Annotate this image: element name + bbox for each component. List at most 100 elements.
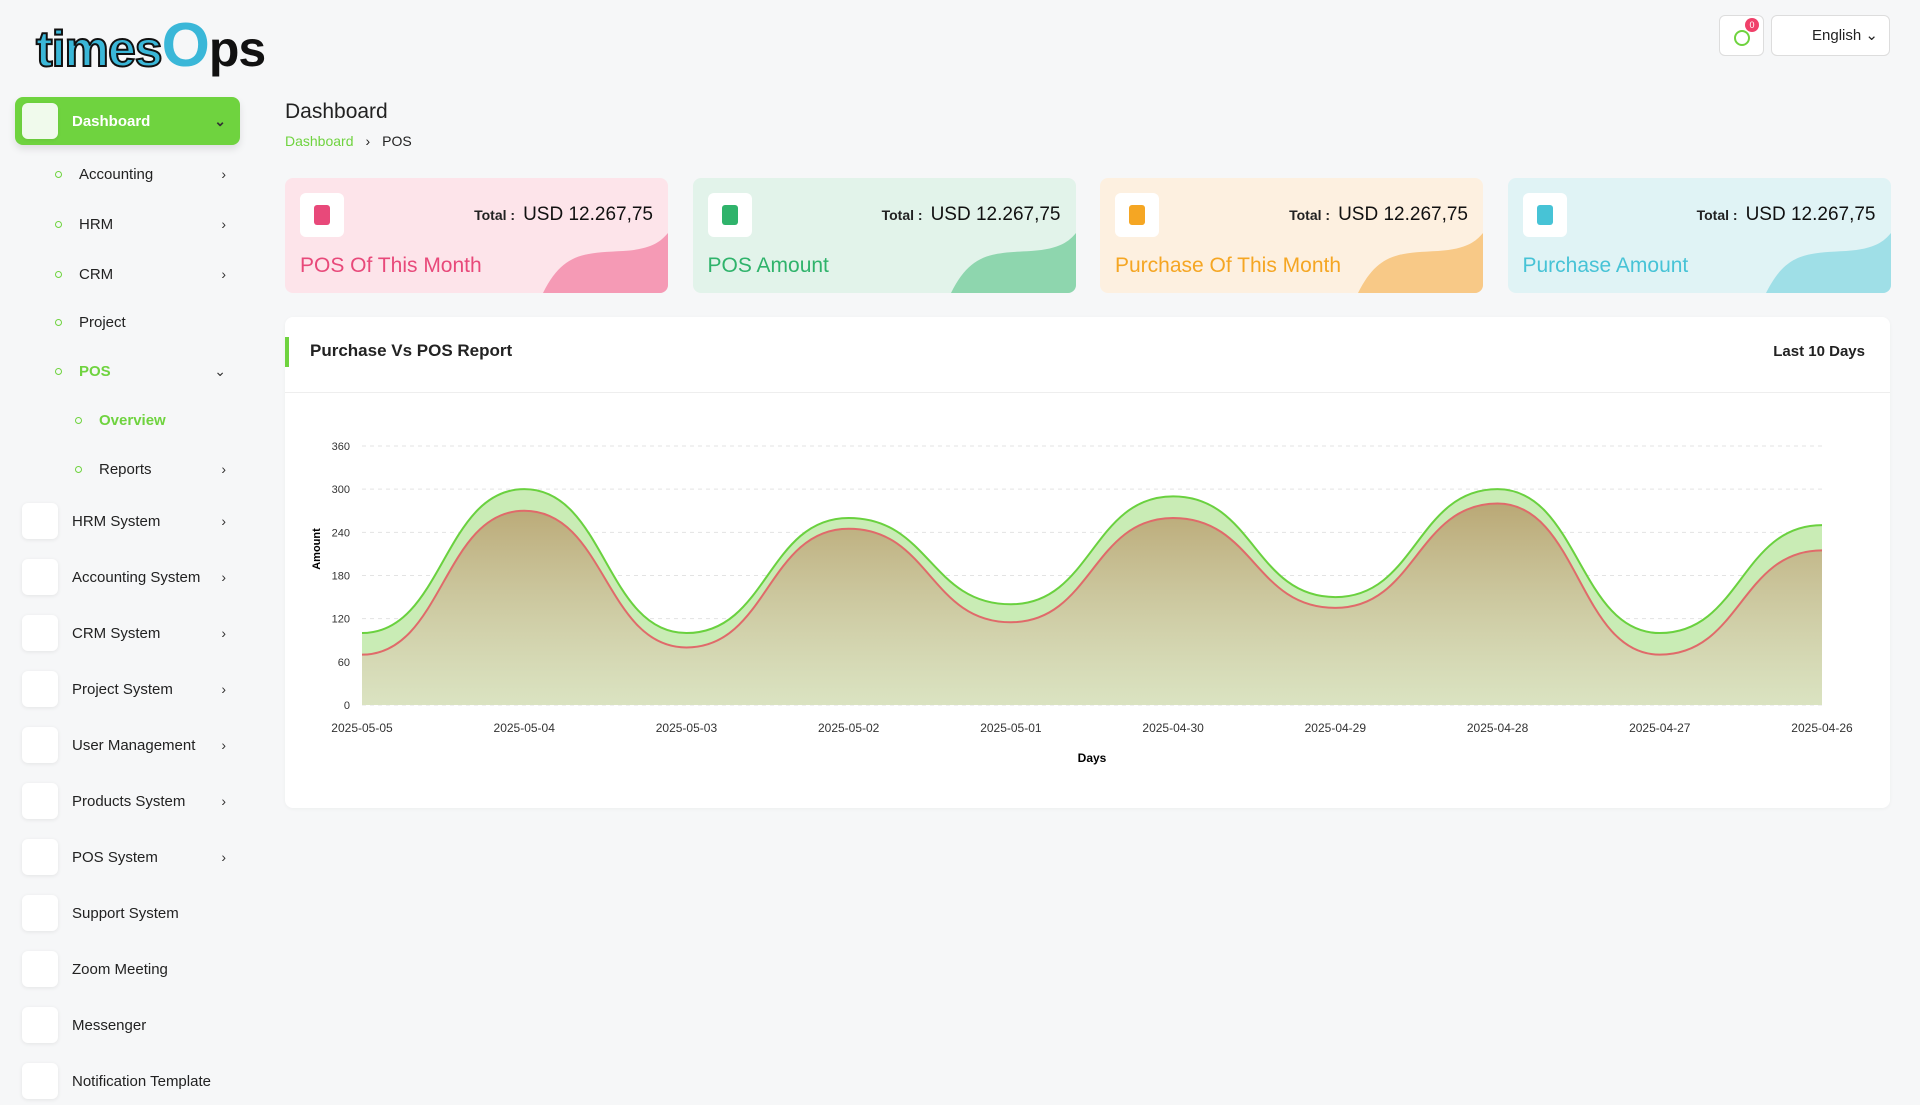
nav-icon (22, 895, 58, 931)
y-tick-label: 300 (332, 484, 350, 496)
chart: 0 60 120 180 240 300 360 2025-05-05 2025-05-04 20… (311, 441, 1853, 765)
nav-label: Notification Template (72, 1072, 211, 1090)
nav-icon (22, 103, 58, 139)
report-title: Purchase Vs POS Report (310, 341, 513, 360)
nav-icon (22, 1063, 58, 1099)
nav-item[interactable]: Messenger (15, 1001, 240, 1049)
logo[interactable]: timesOps (35, 10, 266, 81)
chevron: › (221, 625, 226, 641)
nav-icon (22, 503, 58, 539)
nav-item[interactable]: CRM › (15, 250, 240, 298)
y-tick-label: 360 (332, 441, 350, 453)
language-select[interactable]: English ⌄ (1771, 15, 1890, 56)
nav-item[interactable]: Notification Template (15, 1057, 240, 1105)
nav-item[interactable]: Accounting System › (15, 553, 240, 601)
nav-icon (22, 559, 58, 595)
chevron: › (221, 266, 226, 282)
card-wave (950, 233, 1076, 293)
total-value: USD 12.267,75 (930, 204, 1061, 225)
nav-item[interactable]: Project System › (15, 665, 240, 713)
notification-badge: 0 (1745, 18, 1759, 32)
card-icon (707, 193, 752, 237)
chevron: ⌄ (214, 362, 226, 379)
x-tick-label: 2025-04-26 (1791, 721, 1853, 735)
breadcrumb-link[interactable]: Dashboard (285, 133, 354, 149)
nav-label: HRM System (72, 512, 161, 530)
chevron: › (221, 216, 226, 232)
nav-label: HRM (79, 215, 114, 233)
language: English (1812, 27, 1862, 44)
stat-card: Total : USD 12.267,75 POS Amount (692, 178, 1076, 293)
nav-label: Accounting (79, 165, 154, 183)
card-total: Total : USD 12.267,75 (882, 204, 1061, 226)
nav-item[interactable]: User Management › (15, 721, 240, 769)
notification-button[interactable]: 0 (1719, 15, 1764, 56)
card-icon (1522, 193, 1567, 237)
nav-item[interactable]: Dashboard ⌄ (15, 97, 240, 145)
nav-dot (75, 465, 82, 473)
chevron: › (221, 461, 226, 477)
card-icon (1115, 193, 1159, 237)
total-label: Total : (1696, 207, 1738, 223)
y-tick-label: 60 (338, 657, 350, 669)
nav-dot (55, 318, 62, 326)
page-title: Dashboard (285, 100, 388, 123)
nav-item[interactable]: Reports › (15, 445, 240, 493)
page: timesOps 0 English ⌄ Dashboard ⌄ Accountin… (15, 10, 1891, 1090)
chevron: › (221, 569, 226, 585)
nav-label: Project System (72, 680, 173, 698)
nav-item[interactable]: Products System › (15, 777, 240, 825)
card-title: Purchase Of This Month (1115, 254, 1342, 277)
series-line (361, 502, 1823, 656)
breadcrumb-current: POS (382, 133, 412, 149)
logo-text: times (35, 20, 164, 78)
nav-icon (22, 671, 58, 707)
x-tick-label: 2025-05-01 (980, 721, 1042, 735)
nav-item[interactable]: Project (15, 298, 240, 346)
stat-card: Total : USD 12.267,75 Purchase Amount (1507, 178, 1891, 293)
nav-item[interactable]: Zoom Meeting (15, 945, 240, 993)
total-value: USD 12.267,75 (1338, 204, 1468, 225)
card-wave (1765, 233, 1891, 293)
nav-item[interactable]: Overview (15, 396, 240, 444)
card-title: POS Amount (707, 254, 829, 277)
card-total: Total : USD 12.267,75 (1289, 204, 1468, 226)
nav-item[interactable]: CRM System › (15, 609, 240, 657)
chevron: › (221, 793, 226, 809)
nav-item[interactable]: HRM System › (15, 497, 240, 545)
chevron: › (221, 681, 226, 697)
card-total: Total : USD 12.267,75 (474, 204, 653, 226)
series-line (361, 488, 1823, 635)
nav-item[interactable]: POS System › (15, 833, 240, 881)
card-title: POS Of This Month (300, 254, 482, 277)
period-select[interactable]: Last 10 Days (1773, 343, 1865, 360)
stat-card: Total : USD 12.267,75 Purchase Of This Mon… (1100, 178, 1483, 293)
nav-icon (22, 839, 58, 875)
breadcrumb: Dashboard › POS (285, 133, 412, 149)
chevron: › (221, 849, 226, 865)
nav-item[interactable]: HRM › (15, 200, 240, 248)
divider (285, 392, 1890, 393)
x-tick-label: 2025-04-30 (1142, 721, 1204, 735)
nav-dot (55, 170, 62, 178)
nav-dot (55, 270, 62, 278)
nav-item[interactable]: POS ⌄ (15, 347, 240, 395)
y-tick-label: 240 (332, 527, 350, 539)
x-tick-label: 2025-04-27 (1629, 721, 1691, 735)
card-icon (300, 193, 344, 237)
x-tick-label: 2025-05-02 (818, 721, 880, 735)
card-wave (543, 233, 668, 293)
logo-text: ps (208, 21, 266, 77)
nav-label: Overview (99, 411, 166, 429)
nav-dot (55, 220, 62, 228)
nav-label: User Management (72, 736, 196, 754)
total-value: USD 12.267,75 (523, 204, 653, 225)
nav-item[interactable]: Accounting › (15, 150, 240, 198)
x-tick-label: 2025-04-29 (1305, 721, 1367, 735)
nav-icon (22, 1007, 58, 1043)
nav-label: Products System (72, 792, 186, 810)
nav-item[interactable]: Support System (15, 889, 240, 937)
nav-dot (75, 416, 82, 424)
series-area (362, 503, 1822, 705)
x-tick-label: 2025-04-28 (1467, 721, 1529, 735)
